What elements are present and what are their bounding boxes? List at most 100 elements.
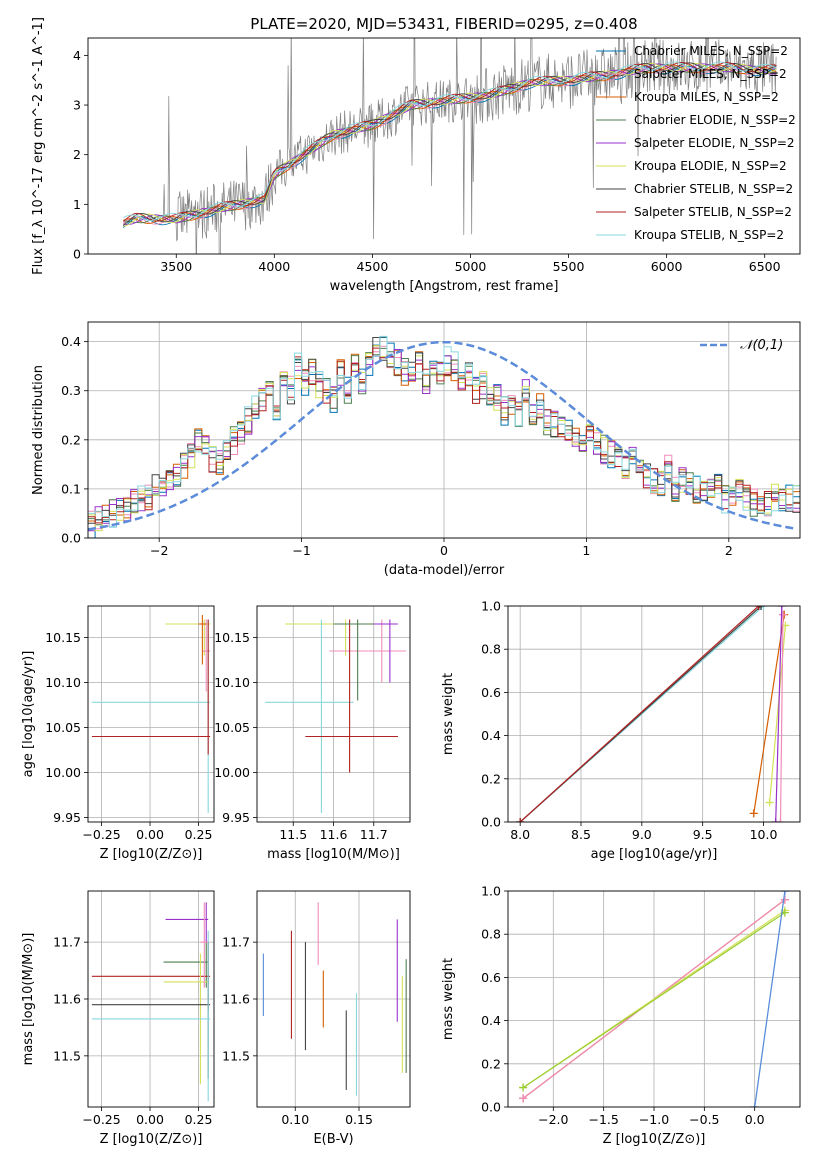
y-tick-label: 0.2: [481, 771, 501, 786]
y-tick-label: 10.10: [214, 675, 250, 690]
chart-title: PLATE=2020, MJD=53431, FIBERID=0295, z=0…: [250, 15, 637, 33]
x-tick-label: −2.0: [538, 1112, 568, 1127]
axes-frame: [87, 37, 801, 255]
plus-marker: [780, 895, 789, 904]
plus-marker: [519, 1094, 528, 1103]
plus-marker: [516, 818, 525, 822]
plus-marker: [749, 809, 758, 818]
x-tick-label: 3500: [160, 259, 192, 274]
x-tick-label: 5500: [553, 259, 585, 274]
y-tick-label: 10.10: [45, 675, 81, 690]
legend-label: Kroupa ELODIE, N_SSP=2: [634, 159, 787, 173]
legend-label: Chabrier STELIB, N_SSP=2: [634, 182, 793, 196]
plot-area: [262, 902, 407, 1096]
mass-weight-line: [522, 912, 786, 1089]
y-tick-label: 11.6: [53, 992, 81, 1007]
y-tick-label: 9.95: [222, 810, 250, 825]
x-tick-label: 9.0: [632, 827, 652, 842]
legend-label: Salpeter MILES, N_SSP=2: [634, 67, 787, 81]
residual-histogram-panel: −2 −1 0 1 2 0.0 0.1 0.2 0.3 0.4 (data-model)/error…: [31, 321, 801, 578]
model-spectrum-line: [123, 62, 777, 226]
y-axis-label: Normed distribution: [31, 365, 46, 495]
y-tick-label: 0.2: [481, 1056, 501, 1071]
y-tick-label: 11.5: [53, 1048, 81, 1063]
mass-weight-vs-metallicity-panel: −2.0 −1.5 −1.0 −0.5 0.0 0.0 0.2 0.4 0.6 0.8 1.0 Z […: [441, 884, 801, 1147]
y-tick-label: 11.7: [222, 935, 250, 950]
plot-area: [519, 891, 789, 1107]
y-axis-label: Flux [f_λ 10^-17 erg cm^-2 s^-1 A^-1]: [31, 17, 46, 275]
x-tick-label: 4000: [258, 259, 290, 274]
plus-marker: [757, 606, 766, 610]
plot-area: [265, 619, 406, 813]
x-axis-label: Z [log10(Z/Z⊙)]: [603, 1132, 706, 1147]
model-spectrum-line: [122, 61, 777, 222]
y-tick-label: 0.0: [481, 815, 501, 830]
age-vs-mass-panel: 11.5 11.6 11.7 9.95 10.00 10.05 10.10 10.15 mass…: [214, 605, 411, 862]
x-tick-label: 11.7: [360, 827, 388, 842]
model-spectrum-line: [123, 64, 777, 225]
observed-spectrum-line: [122, 38, 777, 254]
y-tick-label: 11.6: [222, 992, 250, 1007]
legend-label: Salpeter STELIB, N_SSP=2: [634, 205, 792, 219]
legend-label: Kroupa STELIB, N_SSP=2: [634, 228, 784, 242]
x-tick-label: 6000: [651, 259, 683, 274]
y-tick-label: 4: [73, 48, 81, 63]
y-tick-label: 0.0: [481, 1100, 501, 1115]
y-tick-label: 0.6: [481, 685, 501, 700]
mass-vs-ebv-panel: 0.10 0.15 11.5 11.6 11.7 E(B-V): [222, 890, 411, 1147]
y-tick-label: 0.6: [481, 970, 501, 985]
mass-weight-vs-age-panel: 8.0 8.5 9.0 9.5 10.0 0.0 0.2 0.4 0.6 0.8 1.0 age [l…: [441, 599, 801, 862]
y-axis-label: mass weight: [441, 958, 456, 1040]
x-tick-label: −0.25: [82, 827, 120, 842]
x-tick-label: −1.5: [588, 1112, 618, 1127]
x-tick-label: 11.6: [320, 827, 348, 842]
x-tick-label: 0.0: [745, 1112, 765, 1127]
x-axis-label: E(B-V): [313, 1132, 353, 1147]
y-tick-label: 0: [73, 247, 81, 262]
plus-marker: [750, 1103, 759, 1107]
x-axis-label: wavelength [Angstrom, rest frame]: [330, 279, 559, 294]
y-tick-label: 0.4: [481, 1013, 501, 1028]
y-tick-label: 10.05: [214, 720, 250, 735]
x-tick-label: 0: [440, 543, 448, 558]
plot-area: [122, 38, 777, 254]
x-tick-label: 10.0: [750, 827, 778, 842]
y-tick-label: 9.95: [53, 810, 81, 825]
plus-marker: [780, 891, 789, 895]
x-tick-label: 0.10: [281, 1112, 309, 1127]
y-tick-label: 0.1: [61, 481, 81, 496]
x-axis-label: Z [log10(Z/Z⊙)]: [100, 847, 203, 862]
plus-marker: [519, 1083, 528, 1092]
legend-label: Chabrier ELODIE, N_SSP=2: [634, 113, 796, 127]
plus-marker: [754, 606, 763, 610]
x-axis-label: mass [log10(M/M⊙)]: [267, 847, 400, 862]
y-tick-label: 3: [73, 98, 81, 113]
mass-weight-line: [753, 614, 785, 814]
legend-label: 𝒩(0,1): [740, 338, 783, 353]
y-tick-label: 10.15: [45, 630, 81, 645]
y-tick-label: 11.5: [222, 1048, 250, 1063]
model-spectrum-line: [123, 63, 777, 224]
x-axis-label: age [log10(age/yr)]: [591, 847, 718, 862]
y-tick-label: 10.15: [214, 630, 250, 645]
x-tick-label: 0.00: [136, 827, 164, 842]
y-tick-label: 0.3: [61, 383, 81, 398]
x-tick-label: 2: [725, 543, 733, 558]
x-tick-label: 8.0: [510, 827, 530, 842]
x-tick-label: 0.15: [345, 1112, 373, 1127]
plus-marker: [776, 818, 785, 822]
y-tick-label: 1.0: [481, 884, 501, 899]
age-vs-metallicity-panel: −0.25 0.00 0.25 9.95 10.00 10.05 10.10 10.15 Z […: [21, 605, 215, 862]
model-spectrum-line: [123, 63, 777, 225]
x-tick-label: −2: [150, 543, 168, 558]
plus-marker: [759, 606, 768, 610]
y-axis-label: mass weight: [441, 673, 456, 755]
x-tick-label: 5000: [455, 259, 487, 274]
plot-area: [516, 606, 790, 822]
legend-label: Salpeter ELODIE, N_SSP=2: [634, 136, 795, 150]
x-tick-label: 11.5: [279, 827, 307, 842]
y-tick-label: 0.2: [61, 432, 81, 447]
mass-vs-metallicity-panel: −0.25 0.00 0.25 11.5 11.6 11.7 Z [log10(Z/Z⊙)]…: [21, 890, 215, 1147]
y-axis-label: mass [log10(M/M⊙)]: [21, 933, 36, 1066]
y-tick-label: 0.8: [481, 642, 501, 657]
